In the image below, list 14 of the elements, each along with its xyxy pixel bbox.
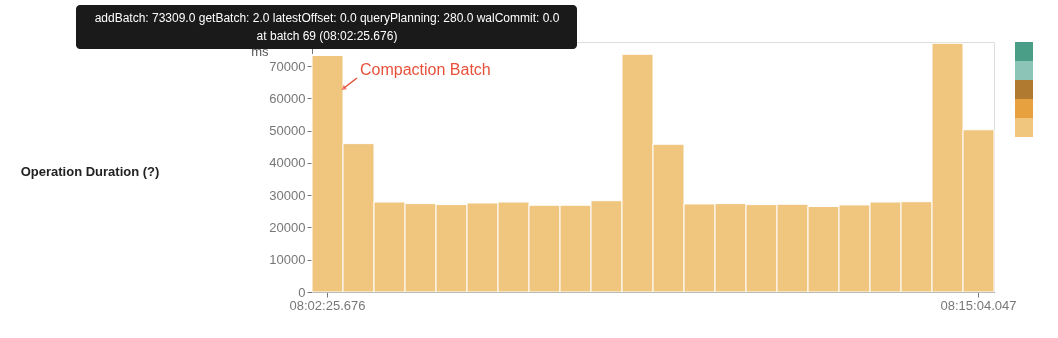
y-tick-label: 60000	[269, 90, 306, 106]
y-tick-label: 10000	[269, 252, 306, 268]
text: Operation Duration (?)	[20, 164, 160, 179]
y-tick-label: 0	[298, 284, 306, 300]
x-tick-label: 08:15:04.047	[940, 297, 1017, 313]
x-tick-label: 08:02:25.676	[289, 297, 366, 313]
y-axis-title: ms	[251, 43, 269, 59]
y-tick-label: 40000	[269, 155, 306, 171]
y-tick-label: 50000	[269, 123, 306, 139]
annotation: addBatch: 73309.0 getBatch: 2.0 latestOffset: 0.0 queryPlanning: 280.0 walCommit: 0.0 at batch 69 (08:02:25.676)	[94, 11, 560, 43]
annotation: Compaction Batch	[360, 61, 491, 78]
y-tick-label: 20000	[269, 219, 306, 235]
y-tick-label: 70000	[269, 58, 306, 74]
y-tick-label: 30000	[269, 187, 306, 203]
